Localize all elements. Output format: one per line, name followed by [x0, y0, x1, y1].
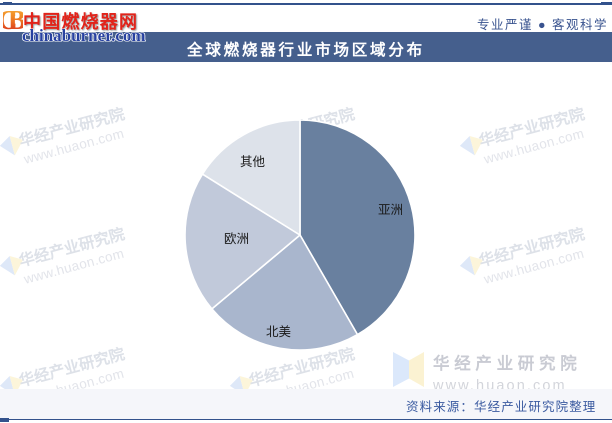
svg-text:B: B [8, 5, 23, 35]
